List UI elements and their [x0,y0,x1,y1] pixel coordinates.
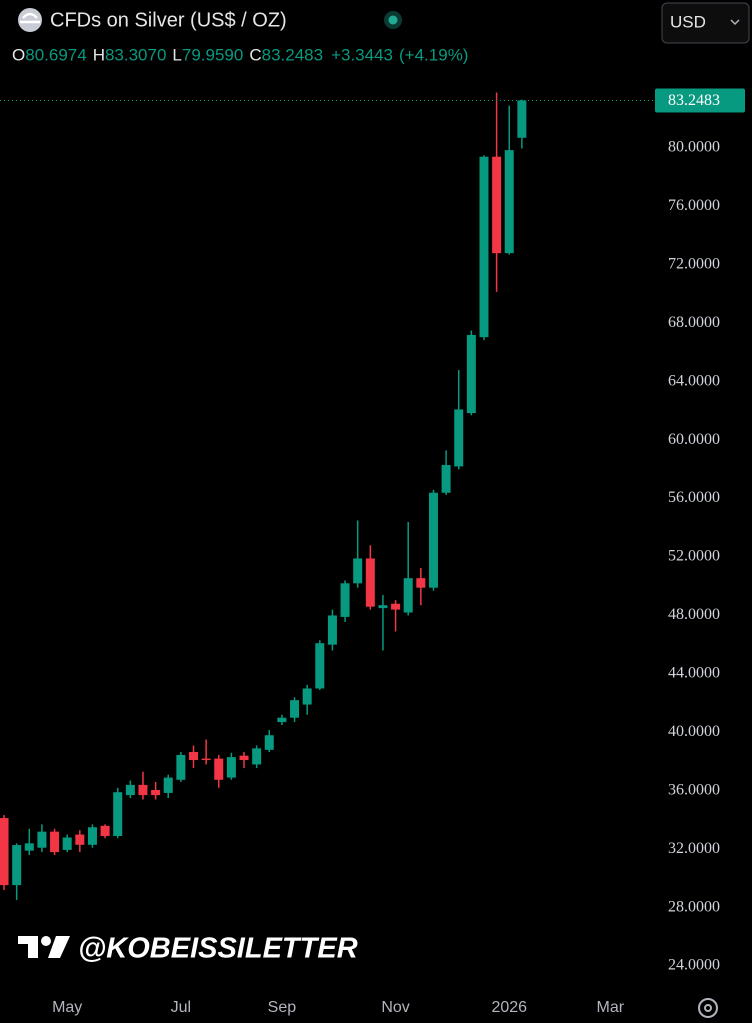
candle-body [226,757,236,778]
candle-body [403,578,413,613]
candle-body [163,777,173,793]
candle-body [454,409,464,467]
x-tick-label: May [52,999,82,1016]
legend-change-pct: (+4.19%) [399,45,468,64]
candle-body [201,758,211,761]
x-tick-label: Sep [268,999,297,1016]
candle-body [327,615,337,645]
candle-body [50,831,60,853]
legend-value: 80.6974 [25,45,86,64]
legend-value: 83.2483 [262,45,323,64]
candle-body [466,334,476,414]
candle-body [504,150,514,254]
candle-body [75,834,85,845]
logo-part [48,936,70,958]
watermark: @KOBEISSILETTER [78,933,358,965]
y-tick-label: 52.0000 [668,548,720,565]
candle-body [365,558,375,607]
candle-body [479,156,489,338]
logo-part [41,936,51,946]
candle-body [252,748,262,765]
y-tick-label: 24.0000 [668,957,720,974]
y-tick-label: 60.0000 [668,431,720,448]
currency-button[interactable] [661,2,750,44]
y-tick-label: 68.0000 [668,314,720,331]
logo-part [28,936,38,958]
currency-label[interactable]: USD [670,12,706,31]
candle-body [353,558,363,584]
candle-body [100,825,110,837]
y-tick-label: 48.0000 [668,606,720,623]
candle-body [290,700,300,718]
ohlc-legend: O 80.6974 H 83.3070 L 79.9590 C 83.2483 +3.3443 (… [12,45,468,64]
y-tick-label: 76.0000 [668,197,720,214]
candle-body [378,605,388,609]
settings-icon-center [704,1004,712,1012]
candle-body [277,717,287,723]
y-tick-label: 56.0000 [668,489,720,506]
y-tick-label: 64.0000 [668,372,720,389]
candle-body [428,492,438,588]
candle-body [239,755,249,761]
candle-body [492,156,502,254]
legend-value: 79.9590 [182,45,243,64]
y-tick-label: 40.0000 [668,723,720,740]
candle-body [302,688,312,705]
chart-title: CFDs on Silver (US$ / OZ) [50,9,287,31]
legend-key: L [172,45,181,64]
candle-body [416,578,426,588]
candle-body [113,792,123,837]
legend-key: O [12,45,25,64]
y-tick-label: 28.0000 [668,898,720,915]
candle-body [517,100,527,138]
x-tick-label: Jul [171,999,191,1016]
candle-body [315,643,325,689]
status-dot [388,15,398,25]
candle-body [340,583,350,617]
y-tick-label: 72.0000 [668,256,720,273]
candle-body [138,784,148,796]
candle-body [87,827,97,845]
candle-body [264,735,274,750]
candle-body [62,837,72,850]
candle-body [151,790,161,796]
dropdown-arrow [730,19,740,26]
candle-body [0,818,9,886]
y-tick-label: 44.0000 [668,665,720,682]
last-price-tag [655,88,745,113]
last-price-label: 83.2483 [668,92,720,109]
legend-key: C [249,45,261,64]
legend-change: +3.3443 [331,45,393,64]
candle-body [176,754,186,780]
candle-body [441,464,451,493]
candle-body [12,845,22,886]
candle-body [188,752,198,761]
x-tick-label: 2026 [491,999,527,1016]
plot-area [0,92,527,901]
y-tick-label: 80.0000 [668,139,720,156]
candle-body [214,758,224,780]
legend-key: H [93,45,105,64]
tv-logo [18,936,70,958]
x-tick-label: Mar [597,999,625,1016]
y-tick-label: 36.0000 [668,781,720,798]
candle-body [24,843,34,851]
legend-value: 83.3070 [105,45,166,64]
candle-body [37,831,47,848]
symbol-icon [18,8,42,32]
x-tick-label: Nov [381,999,409,1016]
settings-button[interactable] [698,998,718,1018]
y-tick-label: 32.0000 [668,840,720,857]
candle-body [391,603,401,610]
symbol-icon-mark [20,12,40,24]
candle-body [125,784,135,796]
